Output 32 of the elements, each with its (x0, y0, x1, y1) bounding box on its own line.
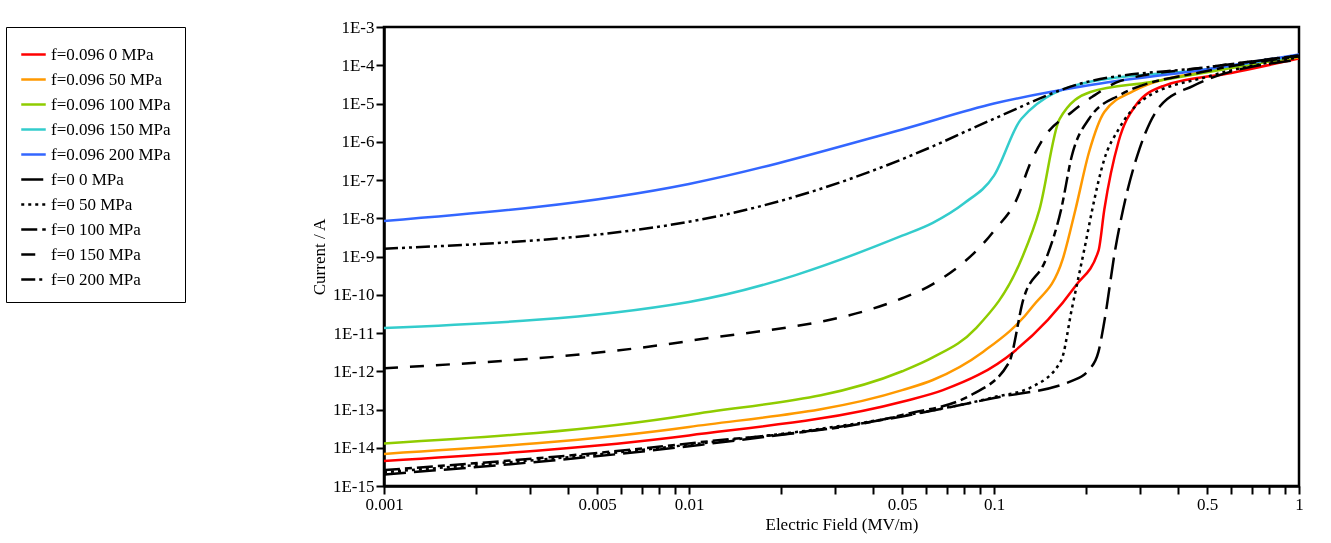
y-tick-label: 1E-3 (341, 17, 375, 37)
x-tick-label: 0.001 (365, 494, 404, 514)
legend-label: f=0.096 0 MPa (51, 44, 155, 64)
legend-label: f=0.096 150 MPa (51, 119, 172, 139)
y-axis-title: Current / A (309, 218, 329, 296)
legend-label: f=0 50 MPa (51, 194, 133, 214)
x-axis-title: Electric Field (MV/m) (765, 514, 919, 534)
x-tick-label: 0.01 (674, 494, 705, 514)
legend-label: f=0 200 MPa (51, 269, 142, 289)
legend-label: f=0.096 200 MPa (51, 144, 172, 164)
y-tick-label: 1E-15 (332, 476, 375, 496)
y-tick-label: 1E-10 (332, 285, 375, 305)
y-tick-label: 1E-12 (332, 361, 375, 381)
y-tick-label: 1E-9 (341, 247, 375, 266)
y-tick-label: 1E-14 (332, 438, 375, 458)
x-tick-label: 1 (1295, 494, 1304, 514)
y-tick-label: 1E-8 (341, 208, 375, 228)
y-tick-label: 1E-7 (341, 170, 375, 190)
x-tick-label: 0.1 (983, 494, 1006, 514)
legend-label: f=0.096 50 MPa (51, 69, 163, 89)
legend-label: f=0 150 MPa (51, 244, 142, 264)
legend-label: f=0 100 MPa (51, 219, 142, 239)
y-tick-label: 1E-11 (333, 323, 375, 343)
y-tick-label: 1E-4 (341, 55, 375, 75)
legend-label: f=0 0 MPa (51, 169, 125, 189)
x-tick-label: 0.05 (887, 494, 918, 514)
y-tick-label: 1E-5 (341, 94, 375, 113)
x-tick-label: 0.5 (1197, 494, 1219, 514)
y-tick-label: 1E-13 (332, 400, 375, 419)
x-tick-label: 0.005 (578, 494, 617, 514)
legend-label: f=0.096 100 MPa (51, 94, 172, 114)
y-tick-label: 1E-6 (341, 132, 375, 152)
